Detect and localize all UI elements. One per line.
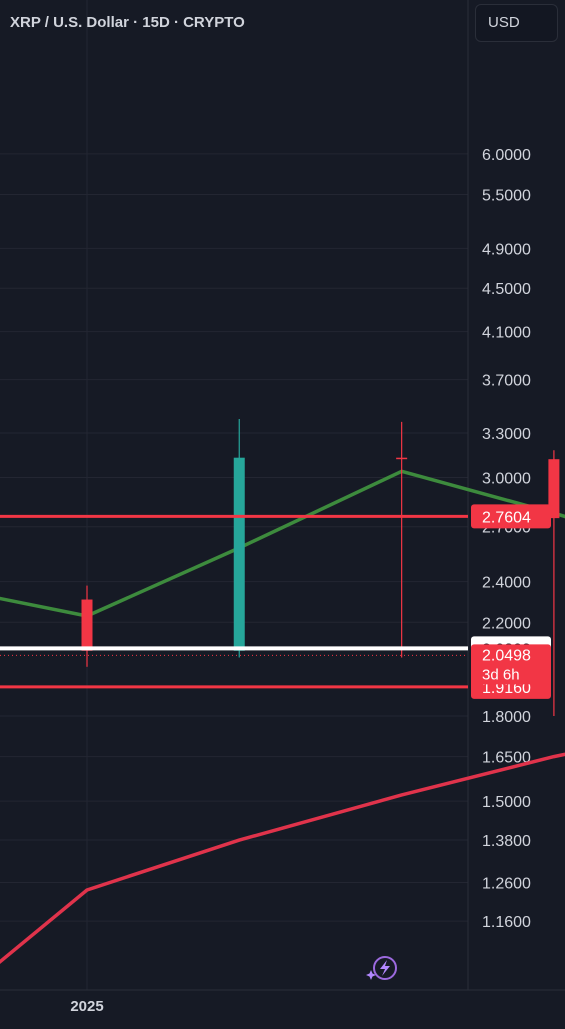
y-tick-label: 1.1600 xyxy=(482,914,531,931)
currency-button[interactable]: USD xyxy=(475,4,558,42)
slow-ma-line xyxy=(0,752,565,964)
candle-body-down[interactable] xyxy=(81,599,93,651)
y-tick-label: 6.0000 xyxy=(482,147,531,164)
chart-title: XRP / U.S. Dollar · 15D · CRYPTO xyxy=(10,14,245,31)
y-tick-label: 3.0000 xyxy=(482,470,531,487)
y-tick-label: 4.5000 xyxy=(482,281,531,298)
lightning-sparkle-icon[interactable] xyxy=(365,954,399,982)
y-tick-label: 1.2600 xyxy=(482,876,531,893)
y-tick-label: 2.4000 xyxy=(482,575,531,592)
price-label: 2.7604 xyxy=(482,509,531,526)
y-tick-label: 2.2000 xyxy=(482,615,531,632)
y-tick-label: 4.1000 xyxy=(482,325,531,342)
candle-body-up[interactable] xyxy=(233,457,245,651)
candle-countdown-label: 3d 6h xyxy=(482,666,520,683)
y-tick-label: 1.5000 xyxy=(482,794,531,811)
y-tick-label: 5.5000 xyxy=(482,187,531,204)
y-tick-label: 1.3800 xyxy=(482,833,531,850)
y-tick-label: 4.9000 xyxy=(482,241,531,258)
last-price-label: 2.0498 xyxy=(482,647,531,664)
price-label-box xyxy=(471,504,551,529)
candle-body-down[interactable] xyxy=(548,459,560,519)
y-tick-label: 1.6500 xyxy=(482,750,531,767)
last-price-label-box xyxy=(471,644,551,685)
candle-body-down[interactable] xyxy=(396,457,408,460)
x-tick-label: 2025 xyxy=(70,998,103,1015)
y-tick-label: 3.7000 xyxy=(482,373,531,390)
y-tick-label: 3.3000 xyxy=(482,426,531,443)
y-tick-label: 1.8000 xyxy=(482,709,531,726)
